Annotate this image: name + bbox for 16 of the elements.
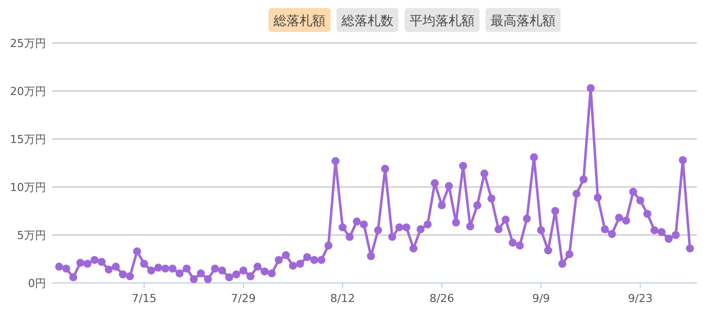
x-tick-label: 7/29 <box>231 292 256 305</box>
text: 平均落札額 <box>410 14 474 29</box>
y-tick-label: 0円 <box>28 277 46 290</box>
x-tick-label: 7/15 <box>132 292 156 305</box>
x-tick-label: 8/12 <box>330 292 355 305</box>
x-tick-label: 9/9 <box>532 292 550 305</box>
y-tick-label: 5万円 <box>17 229 46 242</box>
text: 総落札額 <box>272 14 326 29</box>
text: 総落札数 <box>340 14 394 29</box>
y-tick-label: 25万円 <box>10 37 46 50</box>
x-tick-label: 9/23 <box>628 292 653 305</box>
x-tick-label: 8/26 <box>429 292 454 305</box>
y-tick-label: 15万円 <box>10 133 46 146</box>
text: 最高落札額 <box>490 13 556 29</box>
y-tick-label: 20万円 <box>10 85 46 98</box>
y-tick-label: 10万円 <box>10 181 46 194</box>
